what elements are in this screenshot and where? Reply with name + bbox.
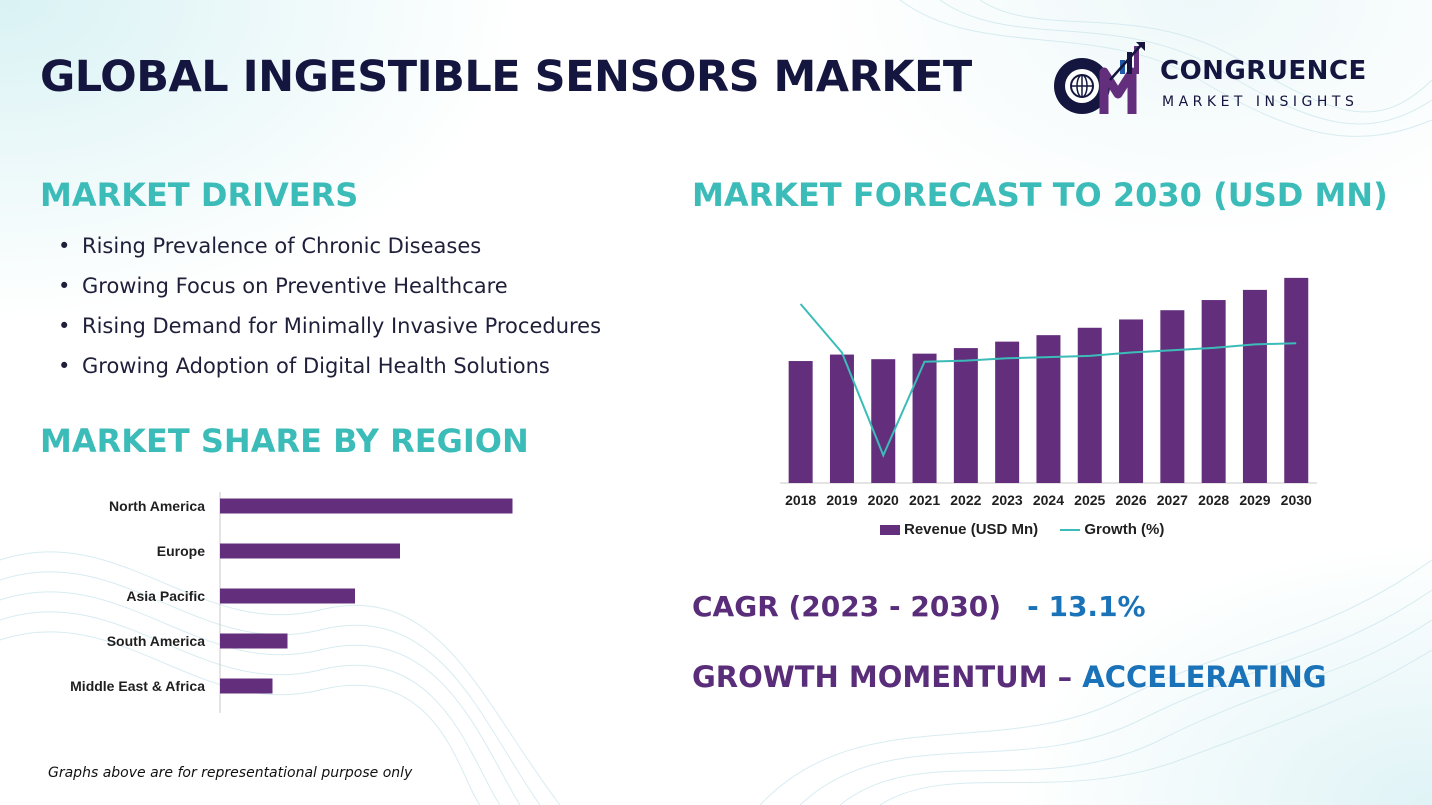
logo-subtitle: MARKET INSIGHTS — [1162, 94, 1359, 110]
region-bar — [220, 543, 400, 559]
bullet-icon: • — [58, 314, 71, 338]
driver-text: Rising Demand for Minimally Invasive Pro… — [82, 314, 602, 338]
year-tick-label: 2023 — [992, 492, 1023, 508]
page-title: GLOBAL INGESTIBLE SENSORS MARKET — [40, 52, 972, 102]
year-tick-label: 2021 — [909, 492, 940, 508]
revenue-bar — [995, 341, 1020, 483]
legend-line-swatch — [1060, 528, 1081, 531]
bullet-icon: • — [58, 354, 71, 378]
region-label: Middle East & Africa — [70, 678, 205, 694]
revenue-bar — [953, 348, 978, 483]
revenue-bar — [788, 361, 813, 483]
region-label: Europe — [157, 543, 205, 559]
year-tick-label: 2022 — [950, 492, 981, 508]
year-tick-label: 2030 — [1281, 492, 1312, 508]
cagr-value: - 13.1% — [1027, 590, 1146, 623]
cagr-label: CAGR (2023 - 2030) — [692, 590, 1002, 623]
market-forecast-heading: MARKET FORECAST TO 2030 (USD MN) — [692, 176, 1388, 214]
driver-item: • Growing Focus on Preventive Healthcare — [58, 272, 601, 312]
revenue-bar — [1284, 277, 1309, 483]
driver-text: Growing Focus on Preventive Healthcare — [82, 274, 508, 298]
region-share-chart: North America Europe Asia Pacific South Ame… — [70, 492, 513, 713]
revenue-bar — [829, 354, 854, 483]
year-tick-label: 2026 — [1115, 492, 1146, 508]
bullet-icon: • — [58, 274, 71, 298]
forecast-legend: Revenue (USD Mn) Growth (%) — [880, 520, 1182, 540]
footnote: Graphs above are for representational pu… — [48, 765, 413, 781]
year-tick-label: 2029 — [1239, 492, 1270, 508]
year-tick-label: 2025 — [1074, 492, 1105, 508]
logo-name: CONGRUENCE — [1160, 56, 1367, 86]
legend-item-revenue: Revenue (USD Mn) — [880, 521, 1038, 538]
region-bar — [220, 498, 513, 514]
growth-line — [799, 303, 1297, 458]
region-bar — [220, 633, 288, 649]
drivers-list: • Rising Prevalence of Chronic Diseases •… — [58, 232, 601, 392]
market-drivers-heading: MARKET DRIVERS — [40, 176, 359, 214]
region-bar — [220, 678, 273, 694]
driver-item: • Rising Demand for Minimally Invasive Pr… — [58, 312, 601, 352]
forecast-chart: 2018 2019 2020 2021 2022 2023 2024 2025 2026 2027… — [780, 277, 1317, 508]
legend-bar-swatch — [880, 524, 900, 535]
bullet-icon: • — [58, 234, 71, 258]
momentum-value: ACCELERATING — [1082, 660, 1327, 694]
company-logo[interactable]: CONGRUENCE MARKET INSIGHTS — [1046, 40, 1406, 120]
region-label: South America — [107, 633, 205, 649]
legend-item-growth: Growth (%) — [1060, 521, 1164, 538]
growth-momentum: GROWTH MOMENTUM – ACCELERATING — [692, 660, 1327, 694]
year-tick-label: 2024 — [1033, 492, 1064, 508]
revenue-bar — [1077, 327, 1102, 483]
revenue-bar — [1242, 289, 1267, 483]
driver-item: • Growing Adoption of Digital Health Solu… — [58, 352, 601, 392]
revenue-bar — [1201, 300, 1226, 483]
logo-mark-icon — [1054, 42, 1145, 114]
year-tick-label: 2020 — [868, 492, 899, 508]
revenue-bar — [871, 359, 896, 483]
year-tick-label: 2019 — [826, 492, 857, 508]
market-share-heading: MARKET SHARE BY REGION — [40, 422, 529, 460]
revenue-bar — [1160, 310, 1185, 483]
cagr-highlight: CAGR (2023 - 2030) - 13.1% — [692, 590, 1146, 623]
revenue-bar — [912, 353, 937, 483]
year-tick-label: 2028 — [1198, 492, 1229, 508]
region-bar — [220, 588, 355, 604]
legend-label-growth: Growth (%) — [1084, 520, 1165, 538]
year-tick-label: 2018 — [785, 492, 816, 508]
revenue-bar — [1119, 319, 1144, 483]
year-tick-label: 2027 — [1157, 492, 1188, 508]
driver-text: Growing Adoption of Digital Health Solut… — [82, 354, 550, 378]
revenue-bar — [1036, 335, 1061, 483]
region-label: Asia Pacific — [126, 588, 205, 604]
region-label: North America — [109, 498, 205, 514]
legend-label-revenue: Revenue (USD Mn) — [904, 520, 1039, 538]
driver-item: • Rising Prevalence of Chronic Diseases — [58, 232, 601, 272]
driver-text: Rising Prevalence of Chronic Diseases — [82, 234, 482, 258]
momentum-label: GROWTH MOMENTUM – — [692, 660, 1083, 694]
